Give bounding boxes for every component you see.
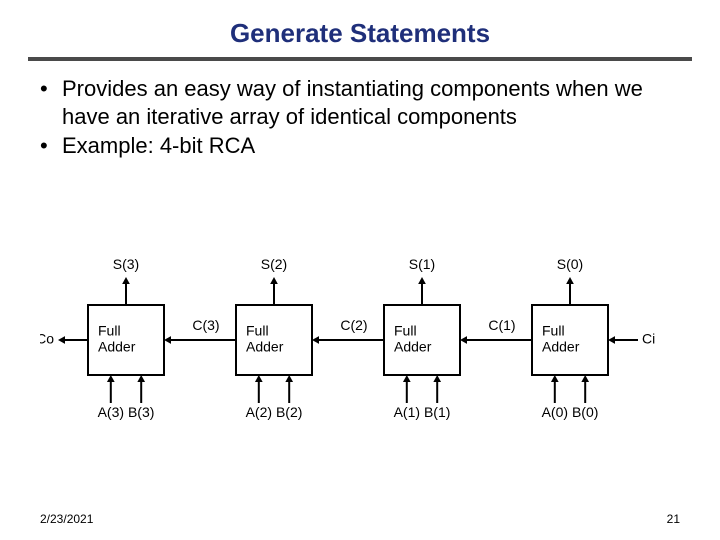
svg-text:S(3): S(3) — [113, 256, 139, 272]
title-rule — [28, 57, 692, 61]
svg-text:Co: Co — [40, 331, 54, 347]
svg-text:A(1): A(1) — [394, 404, 420, 420]
slide-title: Generate Statements — [0, 0, 720, 57]
footer-date: 2/23/2021 — [40, 512, 93, 526]
svg-text:Adder: Adder — [394, 339, 432, 355]
svg-text:B(2): B(2) — [276, 404, 302, 420]
bullet-item: •Example: 4-bit RCA — [40, 132, 680, 160]
svg-text:C(3): C(3) — [192, 317, 219, 333]
svg-text:Full: Full — [542, 323, 565, 339]
bullet-item: •Provides an easy way of instantiating c… — [40, 75, 680, 130]
svg-text:Full: Full — [394, 323, 417, 339]
svg-text:Adder: Adder — [98, 339, 136, 355]
svg-text:Full: Full — [98, 323, 121, 339]
svg-text:Adder: Adder — [542, 339, 580, 355]
svg-text:A(3): A(3) — [98, 404, 124, 420]
svg-text:Ci: Ci — [642, 331, 655, 347]
svg-text:B(1): B(1) — [424, 404, 450, 420]
slide: Generate Statements •Provides an easy wa… — [0, 0, 720, 540]
svg-text:A(0): A(0) — [542, 404, 568, 420]
bullet-list: •Provides an easy way of instantiating c… — [40, 75, 680, 160]
svg-text:S(0): S(0) — [557, 256, 583, 272]
svg-text:C(2): C(2) — [340, 317, 367, 333]
svg-text:S(2): S(2) — [261, 256, 287, 272]
svg-text:B(3): B(3) — [128, 404, 154, 420]
svg-text:S(1): S(1) — [409, 256, 435, 272]
svg-text:Adder: Adder — [246, 339, 284, 355]
svg-text:C(1): C(1) — [488, 317, 515, 333]
rca-diagram: FullAdderS(3)A(3)B(3)CoC(3)FullAdderS(2)… — [40, 250, 680, 455]
footer: 2/23/2021 21 — [40, 512, 680, 526]
footer-page: 21 — [667, 512, 680, 526]
svg-text:A(2): A(2) — [246, 404, 272, 420]
svg-text:B(0): B(0) — [572, 404, 598, 420]
svg-text:Full: Full — [246, 323, 269, 339]
